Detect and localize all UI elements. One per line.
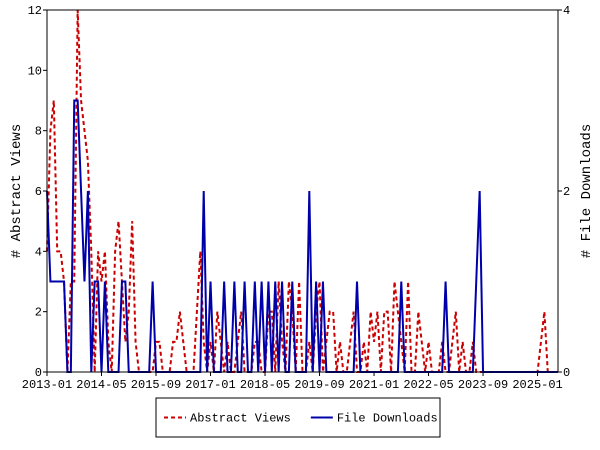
legend-label: Abstract Views <box>190 412 291 426</box>
series-line <box>46 9 558 373</box>
x-tick-label: 2017-01 <box>185 378 235 392</box>
y-tick-label: 0 <box>35 366 42 380</box>
x-tick-label: 2022-05 <box>403 378 453 392</box>
x-tick-label: 2018-05 <box>240 378 290 392</box>
y2-tick-label: 0 <box>563 366 570 380</box>
y2-tick-label: 4 <box>563 4 570 18</box>
y-tick-label: 6 <box>35 185 42 199</box>
x-tick-label: 2015-09 <box>131 378 181 392</box>
y-tick-label: 12 <box>28 4 42 18</box>
y-tick-label: 2 <box>35 306 42 320</box>
x-tick-label: 2014-05 <box>76 378 126 392</box>
y-tick-label: 10 <box>28 64 42 78</box>
x-tick-label: 2025-01 <box>512 378 562 392</box>
y2-axis-label: # File Downloads <box>579 124 595 258</box>
plot-frame <box>46 9 559 373</box>
y2-tick-label: 2 <box>563 185 570 199</box>
x-tick-label: 2013-01 <box>22 378 72 392</box>
legend-label: File Downloads <box>337 412 438 426</box>
y-tick-label: 8 <box>35 125 42 139</box>
legend-box <box>155 397 441 438</box>
x-tick-label: 2023-09 <box>458 378 508 392</box>
y-tick-label: 4 <box>35 245 42 259</box>
y-axis-label: # Abstract Views <box>9 124 25 258</box>
x-tick-label: 2019-09 <box>294 378 344 392</box>
x-tick-label: 2021-01 <box>349 378 399 392</box>
